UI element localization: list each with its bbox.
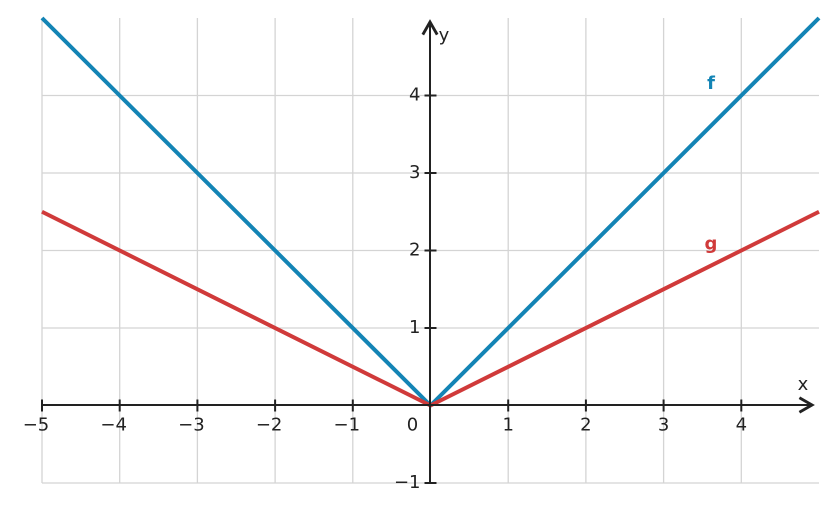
x-tick-label: 4 [736,415,747,436]
y-tick-label: 1 [409,317,420,338]
x-tick-label: −4 [100,415,127,436]
x-tick-label: −5 [23,415,50,436]
series-label: f [707,73,715,94]
x-tick-label: 2 [580,415,591,436]
x-tick-label: −3 [178,415,205,436]
x-tick-label: −2 [256,415,283,436]
x-tick-label: −1 [334,415,361,436]
x-axis-label: x [798,374,809,395]
y-axis-label: y [439,25,450,46]
x-tick-label: 3 [658,415,669,436]
x-tick-label: 1 [502,415,513,436]
y-tick-label: 4 [409,85,420,106]
y-tick-label: 2 [409,240,420,261]
y-tick-label: −1 [394,472,421,493]
series-label: g [705,234,718,255]
x-tick-label: 0 [407,415,418,436]
y-tick-label: 3 [409,162,420,183]
